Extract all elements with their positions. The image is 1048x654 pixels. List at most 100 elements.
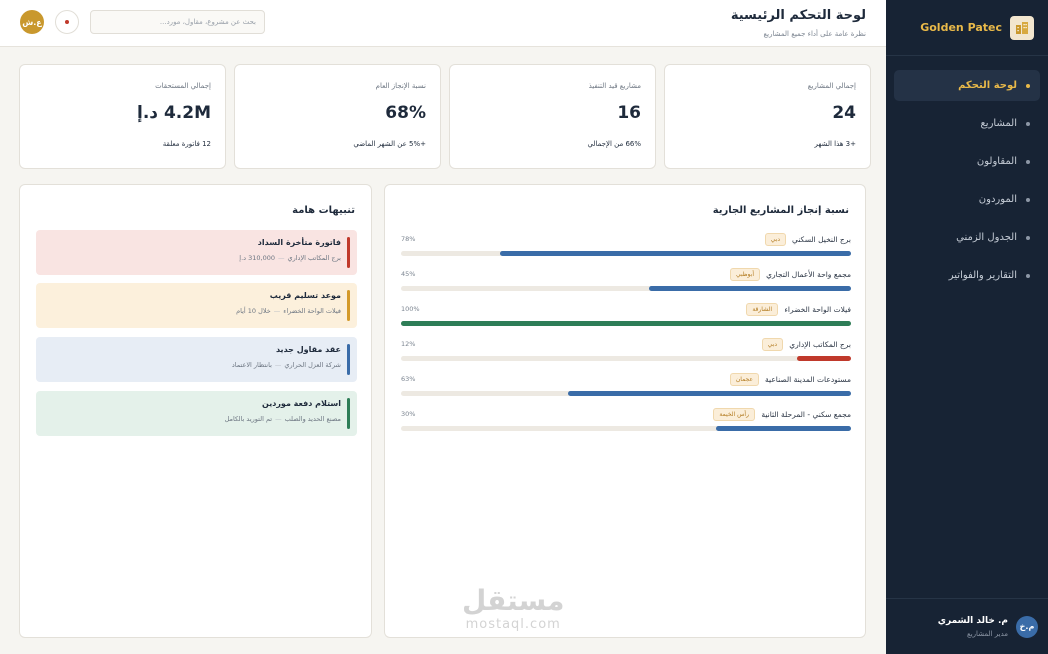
progress-percent: 100% — [401, 305, 420, 313]
alert-item[interactable]: استلام دفعة موردين مصنع الحديد والصلب—تم… — [36, 391, 357, 436]
panel-title: نسبة إنجاز المشاريع الجارية — [712, 205, 849, 216]
progress-track — [401, 426, 851, 431]
stat-card-receivables: إجمالي المستحقات 4.2M د.إ 12 فاتورة معلق… — [19, 64, 226, 169]
sidebar-item-label: التقارير والفواتير — [948, 270, 1017, 281]
project-progress-panel: نسبة إنجاز المشاريع الجارية برج النخيل ا… — [384, 184, 866, 638]
panel-title: تنبيهات هامة — [292, 205, 355, 216]
progress-track — [401, 251, 851, 256]
sidebar-nav: لوحة التحكم المشاريع المقاولون الموردون … — [886, 56, 1048, 291]
sidebar-item-label: لوحة التحكم — [958, 80, 1017, 91]
sidebar: Golden Patec لوحة التحكم المشاريع المقاو… — [886, 0, 1048, 654]
progress-fill — [401, 321, 851, 326]
alert-detail: بانتظار الاعتماد — [231, 361, 272, 369]
project-name: مجمع واحة الأعمال التجاري — [766, 270, 851, 279]
stat-label: إجمالي المشاريع — [807, 82, 856, 90]
sidebar-item-label: المقاولون — [976, 156, 1017, 167]
watermark-latin: mostaql.com — [465, 617, 561, 632]
sidebar-item-projects[interactable]: المشاريع — [894, 108, 1040, 139]
location-tag: الشارقة — [746, 303, 778, 316]
project-name: مستودعات المدينة الصناعية — [765, 375, 851, 384]
alert-title: موعد تسليم قريب — [269, 291, 341, 300]
location-tag: رأس الخيمة — [713, 408, 755, 421]
alert-source: برج المكاتب الإداري — [287, 254, 341, 262]
alert-detail: 310,000 د.إ — [239, 254, 276, 262]
alert-source: فيلات الواحة الخضراء — [283, 307, 341, 315]
progress-fill — [567, 391, 851, 396]
alert-detail: خلال 10 أيام — [236, 307, 271, 315]
separator: — — [275, 415, 282, 423]
stat-value: 68% — [385, 103, 426, 123]
user-profile[interactable]: م. خالد الشمري مدير المشاريع م.خ — [886, 598, 1048, 654]
header: لوحة التحكم الرئيسية نظرة عامة على أداء … — [0, 0, 886, 47]
building-icon — [1010, 15, 1034, 40]
project-progress-row[interactable]: برج المكاتب الإداري دبي 12% — [401, 338, 851, 366]
brand[interactable]: Golden Patec — [886, 0, 1048, 56]
bullet-icon — [1026, 235, 1030, 240]
bullet-icon — [1026, 121, 1030, 126]
stat-label: نسبة الإنجاز العام — [375, 82, 426, 90]
alert-accent — [347, 344, 350, 375]
progress-track — [401, 356, 851, 361]
notification-button[interactable] — [55, 10, 79, 34]
project-progress-row[interactable]: مجمع واحة الأعمال التجاري أبوظبي 45% — [401, 268, 851, 296]
sidebar-item-suppliers[interactable]: الموردون — [894, 184, 1040, 215]
project-progress-row[interactable]: برج النخيل السكني دبي 78% — [401, 233, 851, 261]
user-badge[interactable]: ع.ش — [20, 10, 44, 34]
stat-value: 4.2M د.إ — [137, 103, 211, 123]
bullet-icon — [1026, 273, 1030, 278]
page-subtitle: نظرة عامة على أداء جميع المشاريع — [763, 30, 866, 38]
project-name: برج النخيل السكني — [792, 235, 851, 244]
progress-percent: 30% — [401, 410, 416, 418]
search-input[interactable] — [90, 10, 265, 34]
sidebar-item-contractors[interactable]: المقاولون — [894, 146, 1040, 177]
stat-note: 12 فاتورة معلقة — [162, 140, 211, 148]
bell-dot-icon — [65, 20, 69, 24]
progress-track — [401, 286, 851, 291]
stat-label: مشاريع قيد التنفيذ — [588, 82, 641, 90]
alert-subtitle: فيلات الواحة الخضراء—خلال 10 أيام — [36, 307, 341, 315]
alert-item[interactable]: فاتورة متأخرة السداد برج المكاتب الإداري… — [36, 230, 357, 275]
project-progress-row[interactable]: مجمع سكني - المرحلة الثانية رأس الخيمة 3… — [401, 408, 851, 436]
separator: — — [273, 307, 281, 315]
alert-title: استلام دفعة موردين — [262, 399, 341, 408]
stat-label: إجمالي المستحقات — [155, 82, 211, 90]
stat-note: 66% من الإجمالي — [587, 140, 641, 148]
alert-accent — [347, 237, 350, 268]
progress-percent: 63% — [401, 375, 416, 383]
progress-fill — [716, 426, 851, 431]
separator: — — [278, 254, 285, 262]
alert-accent — [347, 398, 350, 429]
sidebar-item-reports[interactable]: التقارير والفواتير — [894, 260, 1040, 291]
sidebar-item-label: الجدول الزمني — [956, 232, 1017, 243]
bullet-icon — [1026, 159, 1030, 164]
sidebar-item-dashboard[interactable]: لوحة التحكم — [894, 70, 1040, 101]
progress-track — [401, 321, 851, 326]
alert-item[interactable]: عقد مقاول جديد شركة العزل الحراري—بانتظا… — [36, 337, 357, 382]
sidebar-item-schedule[interactable]: الجدول الزمني — [894, 222, 1040, 253]
location-tag: دبي — [761, 338, 783, 351]
progress-percent: 45% — [401, 270, 416, 278]
user-name: م. خالد الشمري — [937, 615, 1008, 626]
sidebar-item-label: الموردون — [978, 194, 1017, 205]
alerts-panel: تنبيهات هامة فاتورة متأخرة السداد برج ال… — [19, 184, 372, 638]
project-progress-row[interactable]: فيلات الواحة الخضراء الشارقة 100% — [401, 303, 851, 331]
separator: — — [274, 361, 282, 369]
watermark-arabic: مستقل — [462, 584, 565, 617]
project-progress-row[interactable]: مستودعات المدينة الصناعية عجمان 63% — [401, 373, 851, 401]
alert-subtitle: شركة العزل الحراري—بانتظار الاعتماد — [36, 361, 341, 369]
watermark: مستقل mostaql.com — [462, 584, 565, 633]
project-name: مجمع سكني - المرحلة الثانية — [761, 410, 851, 419]
user-info: م. خالد الشمري مدير المشاريع — [938, 616, 1008, 638]
alert-detail: تم التوريد بالكامل — [224, 415, 273, 423]
progress-fill — [500, 251, 851, 256]
stat-card-active-projects: مشاريع قيد التنفيذ 16 66% من الإجمالي — [449, 64, 656, 169]
stat-value: 24 — [832, 103, 856, 123]
stat-value: 16 — [617, 103, 641, 123]
alert-source: مصنع الحديد والصلب — [284, 415, 341, 423]
alert-item[interactable]: موعد تسليم قريب فيلات الواحة الخضراء—خلا… — [36, 283, 357, 328]
alert-subtitle: برج المكاتب الإداري—310,000 د.إ — [36, 254, 341, 262]
location-tag: دبي — [764, 233, 786, 246]
user-role: مدير المشاريع — [966, 629, 1008, 638]
project-name: فيلات الواحة الخضراء — [784, 305, 851, 314]
progress-fill — [797, 356, 851, 361]
